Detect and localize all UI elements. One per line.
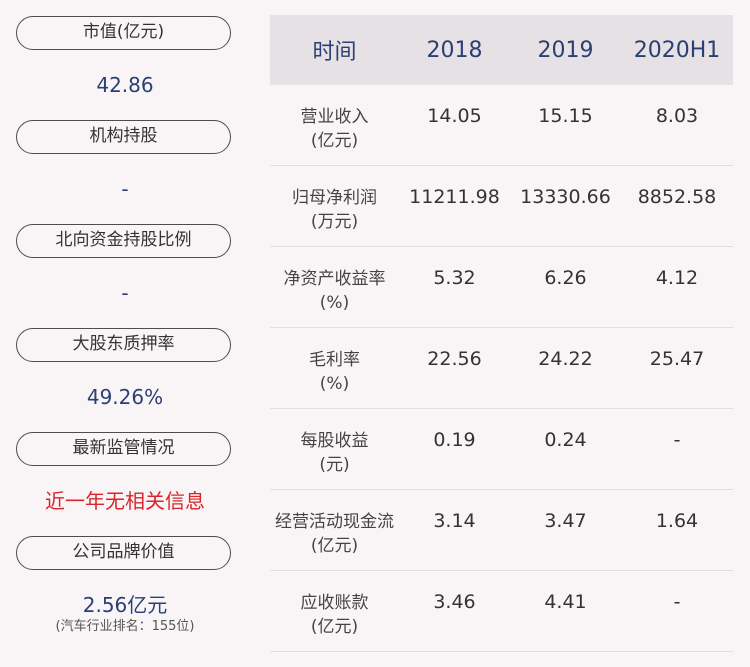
institutional-holding-value: -: [121, 177, 129, 201]
regulatory-status-label: 最新监管情况: [16, 432, 231, 466]
table-row: 应收账款 (亿元) 3.46 4.41 -: [270, 571, 733, 652]
table-row: 毛利率 (%) 22.56 24.22 25.47: [270, 328, 733, 409]
table-row: 经营活动现金流 (亿元) 3.14 3.47 1.64: [270, 490, 733, 571]
pledge-rate-label: 大股东质押率: [16, 328, 231, 362]
cell-value: 3.46: [433, 591, 476, 613]
header-period: 时间: [312, 40, 357, 65]
cell-value: 8.03: [655, 105, 699, 127]
cell-value: 4.41: [544, 591, 587, 613]
cell-value: 24.22: [538, 348, 593, 370]
header-year-2018: 2018: [426, 37, 483, 63]
institutional-holding-label: 机构持股: [16, 120, 231, 154]
table-row: 归母净利润 (万元) 11211.98 13330.66 8852.58: [270, 166, 733, 247]
cell-value: 4.12: [655, 267, 699, 289]
market-cap-value: 42.86: [96, 73, 154, 97]
row-label: 归母净利润 (万元): [292, 188, 377, 232]
market-cap-label: 市值(亿元): [16, 16, 231, 50]
cell-value: 14.05: [427, 105, 482, 127]
header-year-2019: 2019: [537, 37, 594, 63]
row-label: 营业收入 (亿元): [300, 107, 369, 151]
cell-value: 6.26: [544, 267, 587, 289]
cell-value: 5.32: [433, 267, 476, 289]
row-label: 每股收益 (元): [300, 431, 369, 475]
northbound-ratio-label: 北向资金持股比例: [16, 224, 231, 258]
brand-value-label: 公司品牌价值: [16, 536, 231, 570]
cell-value: -: [673, 429, 681, 451]
cell-value: 15.15: [538, 105, 593, 127]
stock-summary-panel: 市值(亿元) 42.86 机构持股 - 北向资金持股比例 - 大股东质押率 49…: [0, 0, 250, 667]
cell-value: 25.47: [649, 348, 705, 370]
regulatory-status-value: 近一年无相关信息: [45, 489, 205, 513]
cell-value: 3.14: [433, 510, 476, 532]
brand-value-rank-note: (汽车行业排名：155位): [55, 619, 195, 634]
cell-value: 22.56: [427, 348, 482, 370]
table-header: 时间 2018 2019 2020H1: [270, 15, 733, 85]
financial-table: 时间 2018 2019 2020H1 营业收入 (亿元) 14.05 15.15…: [270, 15, 733, 652]
table-row: 每股收益 (元) 0.19 0.24 -: [270, 409, 733, 490]
northbound-ratio-value: -: [121, 281, 129, 305]
brand-value-value: 2.56亿元: [82, 593, 168, 617]
cell-value: 0.24: [544, 429, 587, 451]
row-label: 毛利率 (%): [309, 350, 360, 394]
cell-value: 8852.58: [637, 186, 717, 208]
pledge-rate-value: 49.26%: [86, 385, 164, 409]
cell-value: 13330.66: [520, 186, 611, 208]
header-year-2020h1: 2020H1: [633, 37, 721, 63]
row-label: 净资产收益率 (%): [283, 269, 386, 313]
table-row: 净资产收益率 (%) 5.32 6.26 4.12: [270, 247, 733, 328]
row-label: 经营活动现金流 (亿元): [275, 512, 394, 556]
row-label: 应收账款 (亿元): [300, 593, 369, 637]
cell-value: 3.47: [544, 510, 587, 532]
cell-value: 1.64: [655, 510, 699, 532]
cell-value: 0.19: [433, 429, 476, 451]
cell-value: -: [673, 591, 681, 613]
cell-value: 11211.98: [409, 186, 500, 208]
table-row: 营业收入 (亿元) 14.05 15.15 8.03: [270, 85, 733, 166]
